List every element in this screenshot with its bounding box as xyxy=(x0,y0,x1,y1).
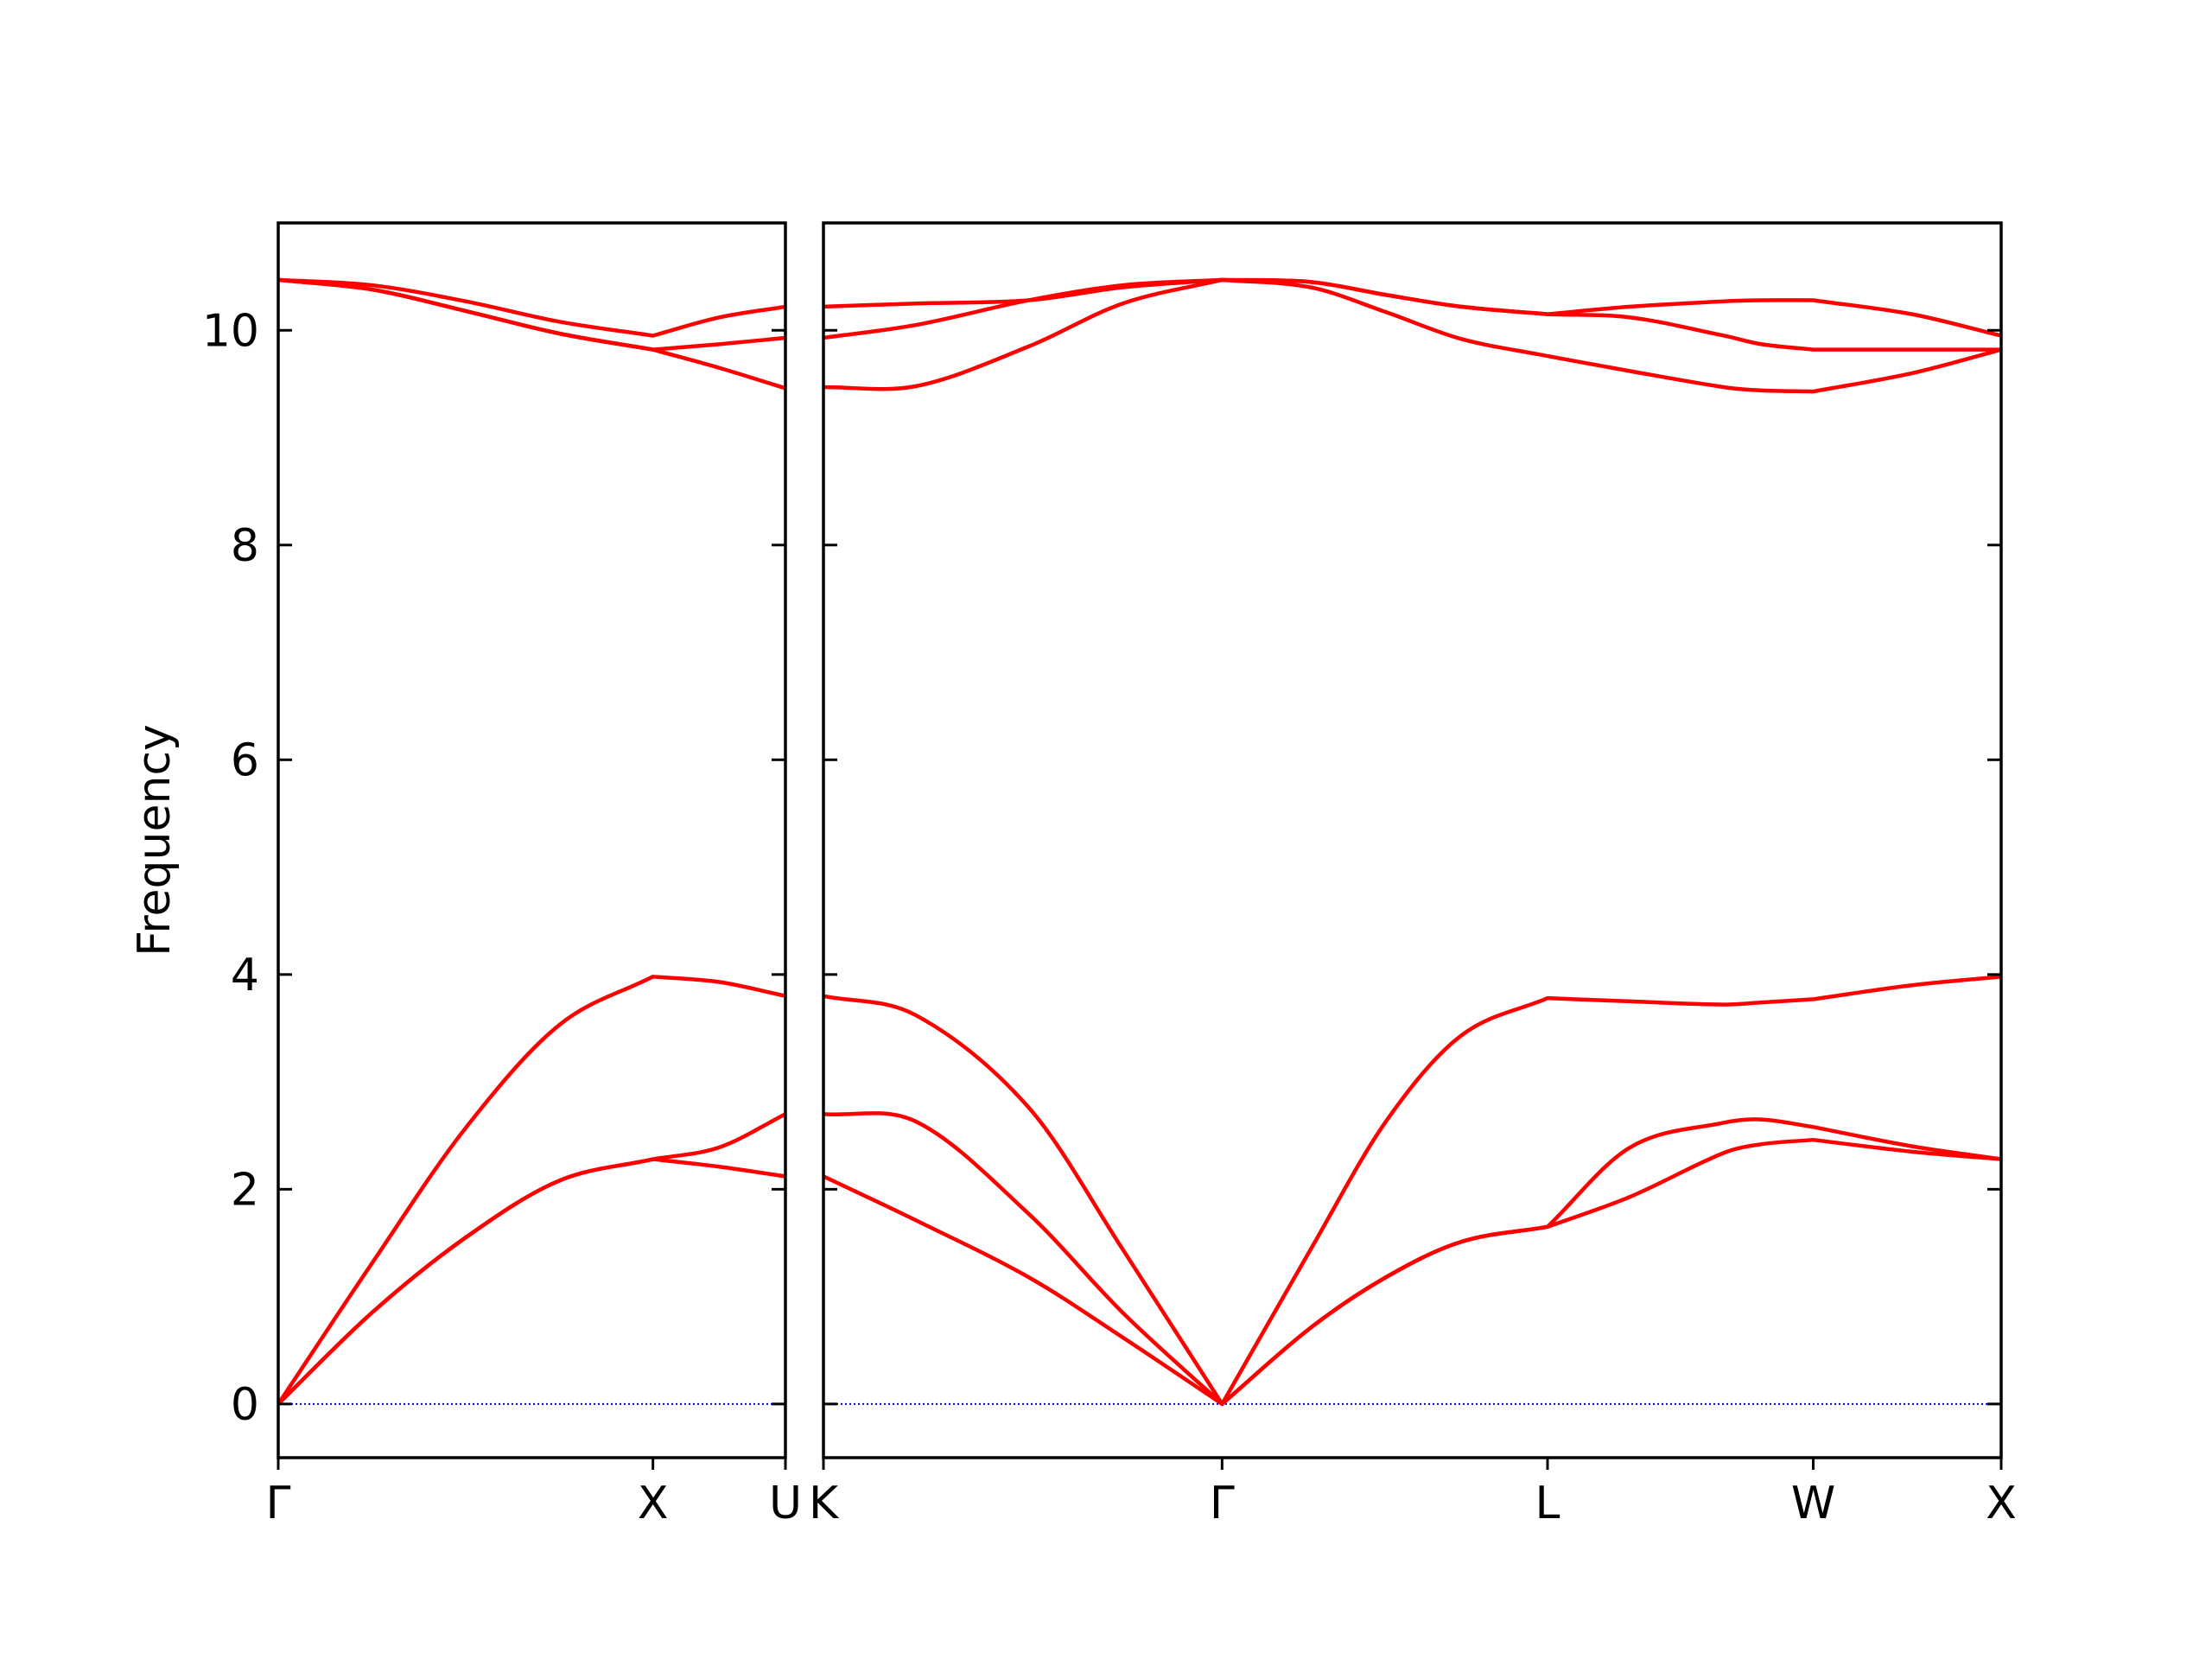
y-axis-label: Frequency xyxy=(129,724,181,957)
band-line xyxy=(278,277,785,352)
band-line xyxy=(823,277,2001,394)
x-tick-label: K xyxy=(809,1478,840,1529)
x-tick-label: U xyxy=(769,1478,802,1529)
x-tick-label: W xyxy=(1791,1478,1835,1529)
band-line xyxy=(823,1110,2001,1407)
x-tick-label: Γ xyxy=(266,1478,291,1529)
x-tick-label: Γ xyxy=(1210,1478,1235,1529)
plot-area xyxy=(278,277,785,1406)
band-line xyxy=(278,1112,785,1406)
x-tick-label: X xyxy=(638,1478,669,1529)
band-line xyxy=(823,1137,2001,1407)
y-tick-label: 10 xyxy=(202,305,259,357)
y-tick-label: 6 xyxy=(231,734,259,786)
band-line xyxy=(278,277,785,391)
band-line xyxy=(278,975,785,1406)
band-line xyxy=(823,277,2001,338)
axes-frame xyxy=(822,221,2003,1459)
plot-area xyxy=(823,277,2001,1407)
y-tick-label: 4 xyxy=(231,950,259,1001)
x-tick-label: X xyxy=(1986,1478,2017,1529)
band-line xyxy=(823,277,2001,352)
y-tick-label: 2 xyxy=(231,1164,259,1216)
y-tick-label: 0 xyxy=(231,1379,259,1431)
band-line xyxy=(278,277,785,338)
band-line xyxy=(823,975,2001,1407)
axes-frame xyxy=(276,221,787,1459)
y-tick-label: 8 xyxy=(231,520,259,572)
x-tick-label: L xyxy=(1535,1478,1560,1529)
